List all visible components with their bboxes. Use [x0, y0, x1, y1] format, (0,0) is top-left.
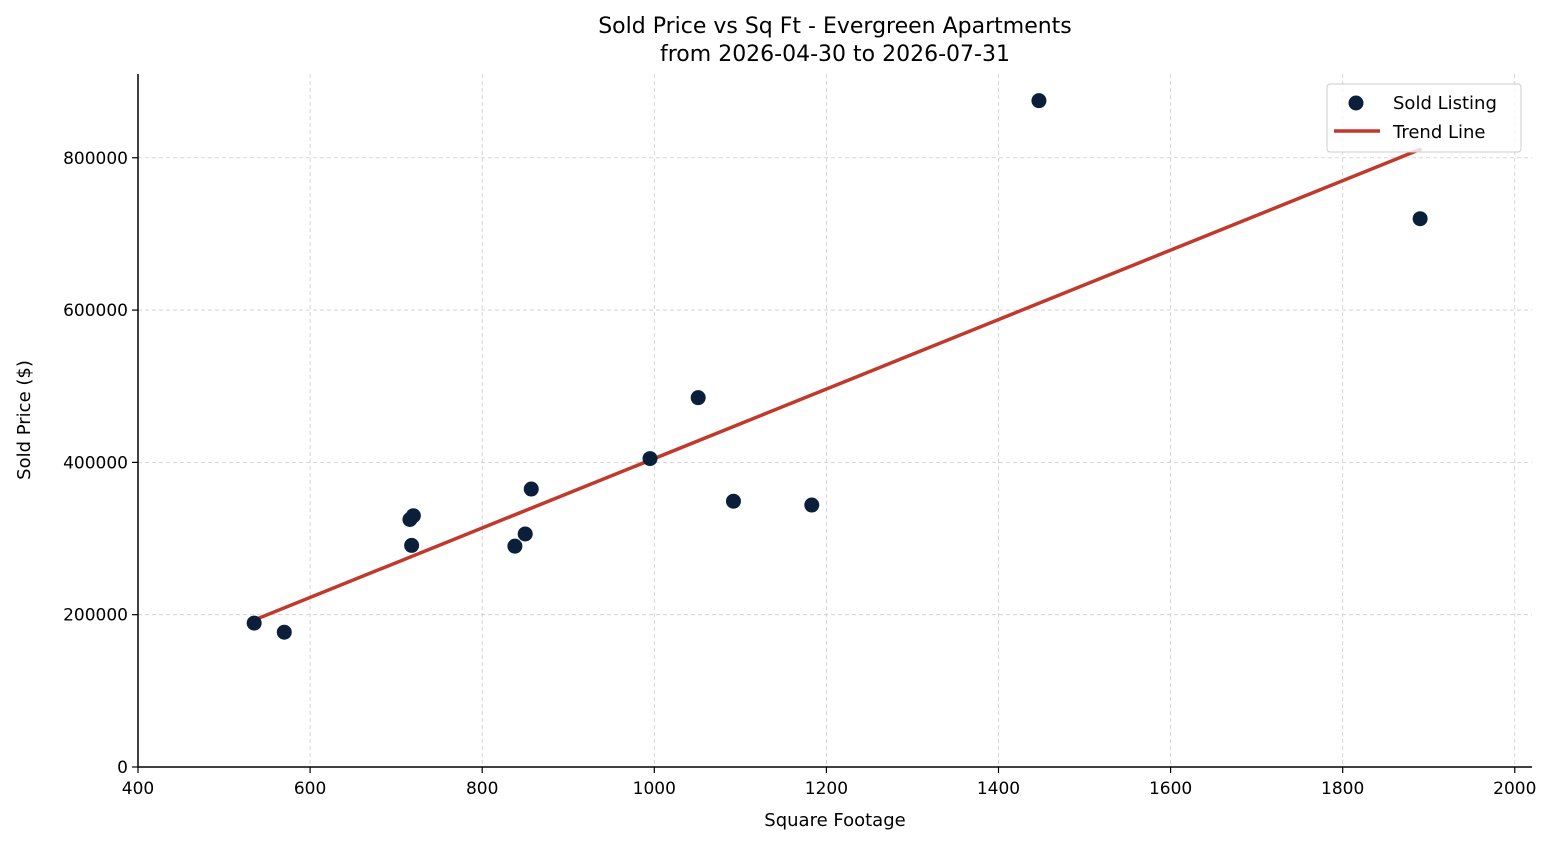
- y-axis-label: Sold Price ($): [14, 360, 35, 480]
- x-tick-label: 2000: [1493, 779, 1536, 799]
- data-point: [507, 538, 523, 554]
- data-point: [804, 497, 820, 513]
- data-point: [523, 481, 539, 497]
- data-point: [276, 624, 292, 640]
- y-tick-label: 400000: [63, 453, 128, 473]
- legend-box: [1326, 83, 1522, 153]
- legend-label-trend-line: Trend Line: [1392, 122, 1486, 143]
- trend-line: [252, 147, 1422, 622]
- legend-marker-sold-listing: [1348, 95, 1364, 111]
- legend-label-sold-listing: Sold Listing: [1393, 93, 1497, 114]
- y-tick-label: 800000: [63, 149, 128, 169]
- x-tick-label: 1400: [977, 779, 1020, 799]
- data-point: [1031, 93, 1047, 109]
- data-point: [246, 615, 262, 631]
- data-point: [725, 493, 741, 509]
- x-tick-label: 1800: [1321, 779, 1364, 799]
- y-tick-label: 0: [117, 758, 128, 778]
- data-point: [642, 451, 658, 467]
- x-tick-label: 1600: [1149, 779, 1192, 799]
- data-point: [517, 526, 533, 542]
- x-tick-label: 400: [122, 779, 154, 799]
- x-axis-label: Square Footage: [764, 810, 905, 831]
- chart-title-line-1: Sold Price vs Sq Ft - Evergreen Apartmen…: [598, 14, 1072, 39]
- x-tick-label: 1200: [805, 779, 848, 799]
- tick-labels: 400 600 800 1000 1200 1400 1600 1800 2000 0 200000…: [63, 149, 1536, 799]
- y-tick-label: 600000: [63, 301, 128, 321]
- axes: [132, 74, 1532, 773]
- data-point: [1412, 211, 1428, 227]
- data-point: [404, 537, 420, 553]
- chart-title-line-2: from 2026-04-30 to 2026-07-31: [660, 42, 1010, 67]
- scatter-points: [246, 93, 1428, 640]
- x-tick-label: 600: [294, 779, 326, 799]
- grid-lines: [138, 74, 1532, 767]
- x-tick-label: 800: [466, 779, 498, 799]
- legend: Sold Listing Trend Line: [1326, 83, 1522, 153]
- data-point: [690, 390, 706, 406]
- y-tick-label: 200000: [63, 606, 128, 626]
- x-tick-label: 1000: [633, 779, 676, 799]
- data-point: [405, 508, 421, 524]
- trend-line-layer: [252, 147, 1422, 622]
